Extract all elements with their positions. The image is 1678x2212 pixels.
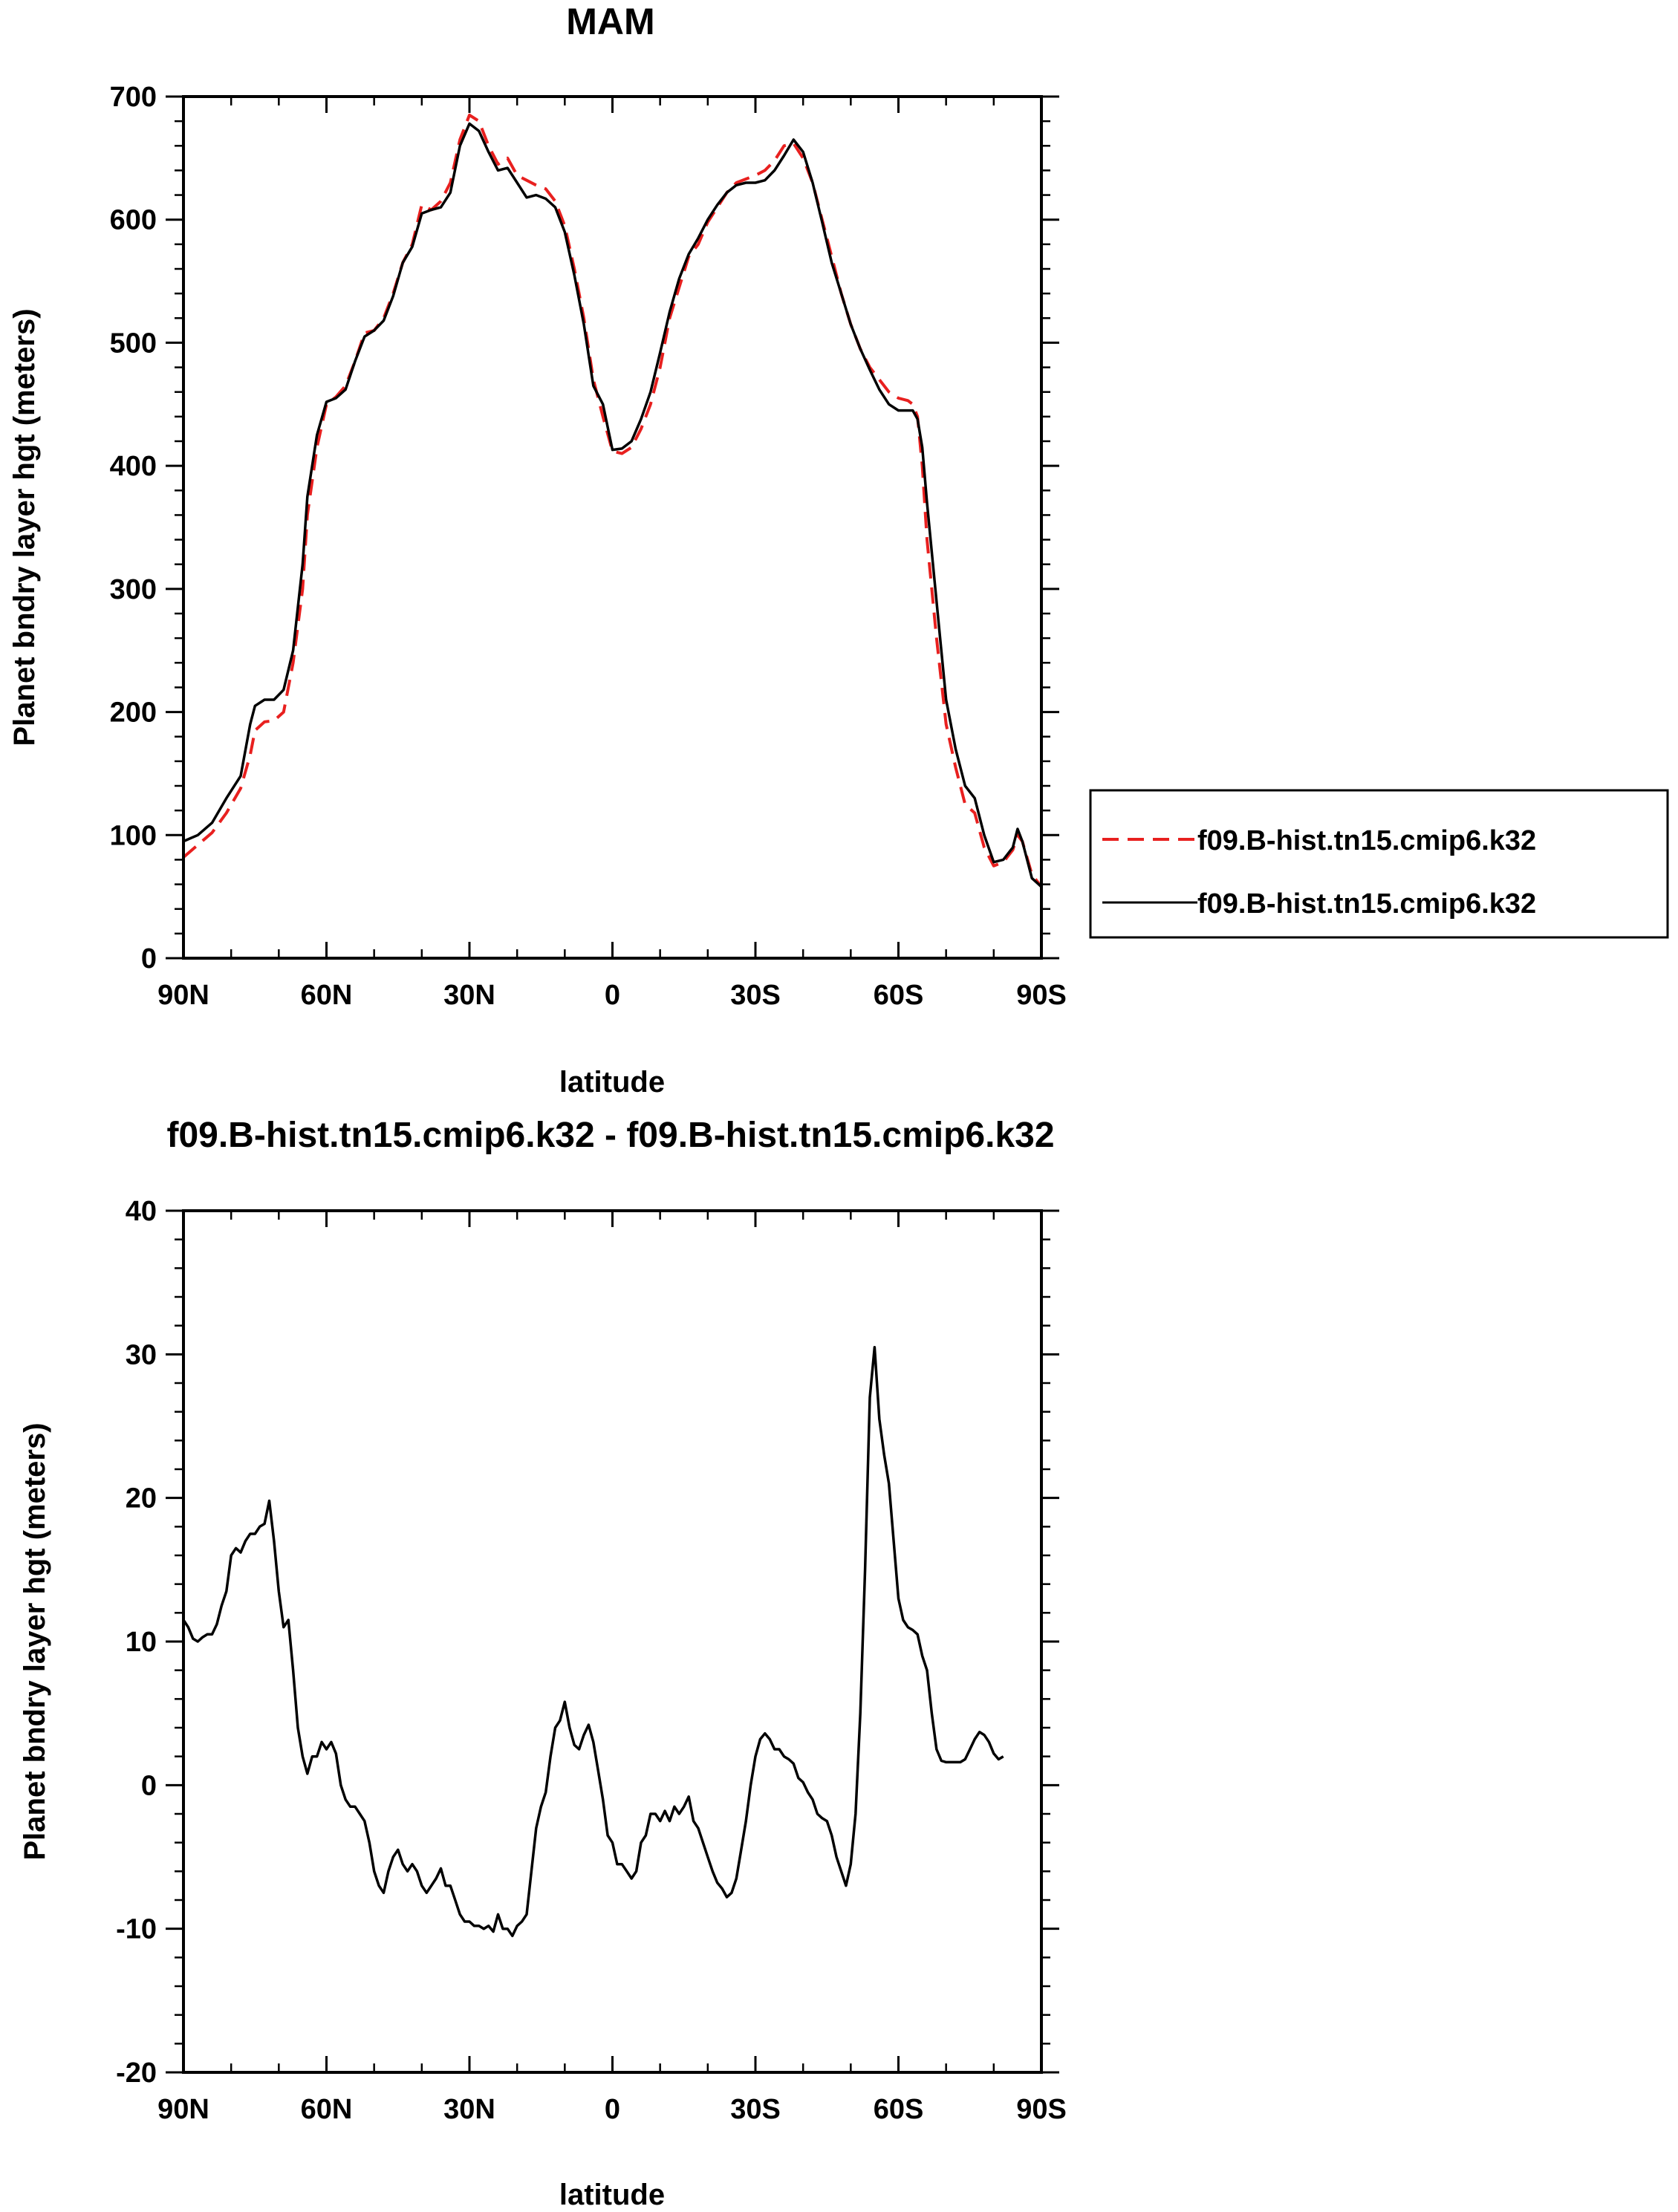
bottom-x-tick-label: 90S: [1016, 2094, 1067, 2125]
bottom-x-tick-label: 0: [605, 2094, 620, 2125]
top-y-tick-label: 100: [110, 820, 157, 851]
top-chart-axes: 90N 60N 30N 0 30S 60S 90S 0 100 200 300 400 500 600 70…: [110, 82, 1067, 1011]
top-chart-marks: [182, 113, 1043, 888]
legend-box: [1089, 789, 1669, 939]
top-x-tick-label: 90S: [1016, 980, 1067, 1011]
top-x-tick-label: 0: [605, 980, 620, 1011]
top-x-tick-label: 60N: [301, 980, 353, 1011]
bottom-y-tick-label: -20: [116, 2058, 157, 2089]
top-y-tick-label: 200: [110, 697, 157, 729]
bottom-x-tick-label: 30S: [730, 2094, 781, 2125]
bottom-y-tick-label: 0: [141, 1770, 157, 1801]
legend-label-1: f09.B-hist.tn15.cmip6.k32: [1197, 825, 1536, 856]
bottom-chart-marks: [182, 1345, 1004, 1938]
bottom-x-tick-label: 60N: [301, 2094, 353, 2125]
top-x-tick-label: 30N: [443, 980, 495, 1011]
top-x-tick-label: 90N: [157, 980, 209, 1011]
top-x-axis-label: latitude: [559, 1066, 665, 1099]
bottom-y-tick-label: 40: [126, 1196, 157, 1227]
top-y-tick-label: 400: [110, 451, 157, 482]
bottom-series-line-1: [182, 1345, 1004, 1938]
bottom-x-tick-label: 30N: [443, 2094, 495, 2125]
top-x-tick-label: 60S: [874, 980, 924, 1011]
bottom-y-tick-label: -10: [116, 1914, 157, 1945]
bottom-x-tick-label: 60S: [874, 2094, 924, 2125]
top-y-tick-label: 0: [141, 943, 157, 975]
bottom-chart-title: f09.B-hist.tn15.cmip6.k32 - f09.B-hist.t…: [166, 1116, 1054, 1155]
bottom-y-tick-label: 20: [126, 1483, 157, 1515]
bottom-x-tick-label: 90N: [157, 2094, 209, 2125]
mean-profile-panel: MAM 90N 60N 30N 0 30S 60S 90S 0 100 200 300 400 500 6…: [8, 1, 1669, 1099]
top-x-tick-label: 30S: [730, 980, 781, 1011]
top-series-line-1: [182, 113, 1043, 888]
top-y-tick-label: 300: [110, 574, 157, 605]
legend: f09.B-hist.tn15.cmip6.k32 f09.B-hist.tn1…: [1089, 789, 1669, 939]
top-y-tick-label: 500: [110, 328, 157, 359]
bottom-y-axis-label: Planet bndry layer hgt (meters): [19, 1422, 51, 1860]
difference-panel: f09.B-hist.tn15.cmip6.k32 - f09.B-hist.t…: [19, 1116, 1067, 2211]
top-y-axis-label: Planet bndry layer hgt (meters): [8, 308, 41, 746]
bottom-chart-axes: 90N 60N 30N 0 30S 60S 90S -20 -10 0 10 20 30 40: [116, 1196, 1067, 2125]
top-series-line-2: [183, 122, 1043, 888]
top-y-tick-label: 600: [110, 205, 157, 236]
top-y-tick-label: 700: [110, 82, 157, 113]
bottom-y-tick-label: 30: [126, 1339, 157, 1370]
bottom-y-tick-label: 10: [126, 1627, 157, 1658]
top-chart-title: MAM: [566, 1, 654, 42]
legend-label-2: f09.B-hist.tn15.cmip6.k32: [1197, 888, 1536, 920]
bottom-x-axis-label: latitude: [559, 2179, 665, 2211]
